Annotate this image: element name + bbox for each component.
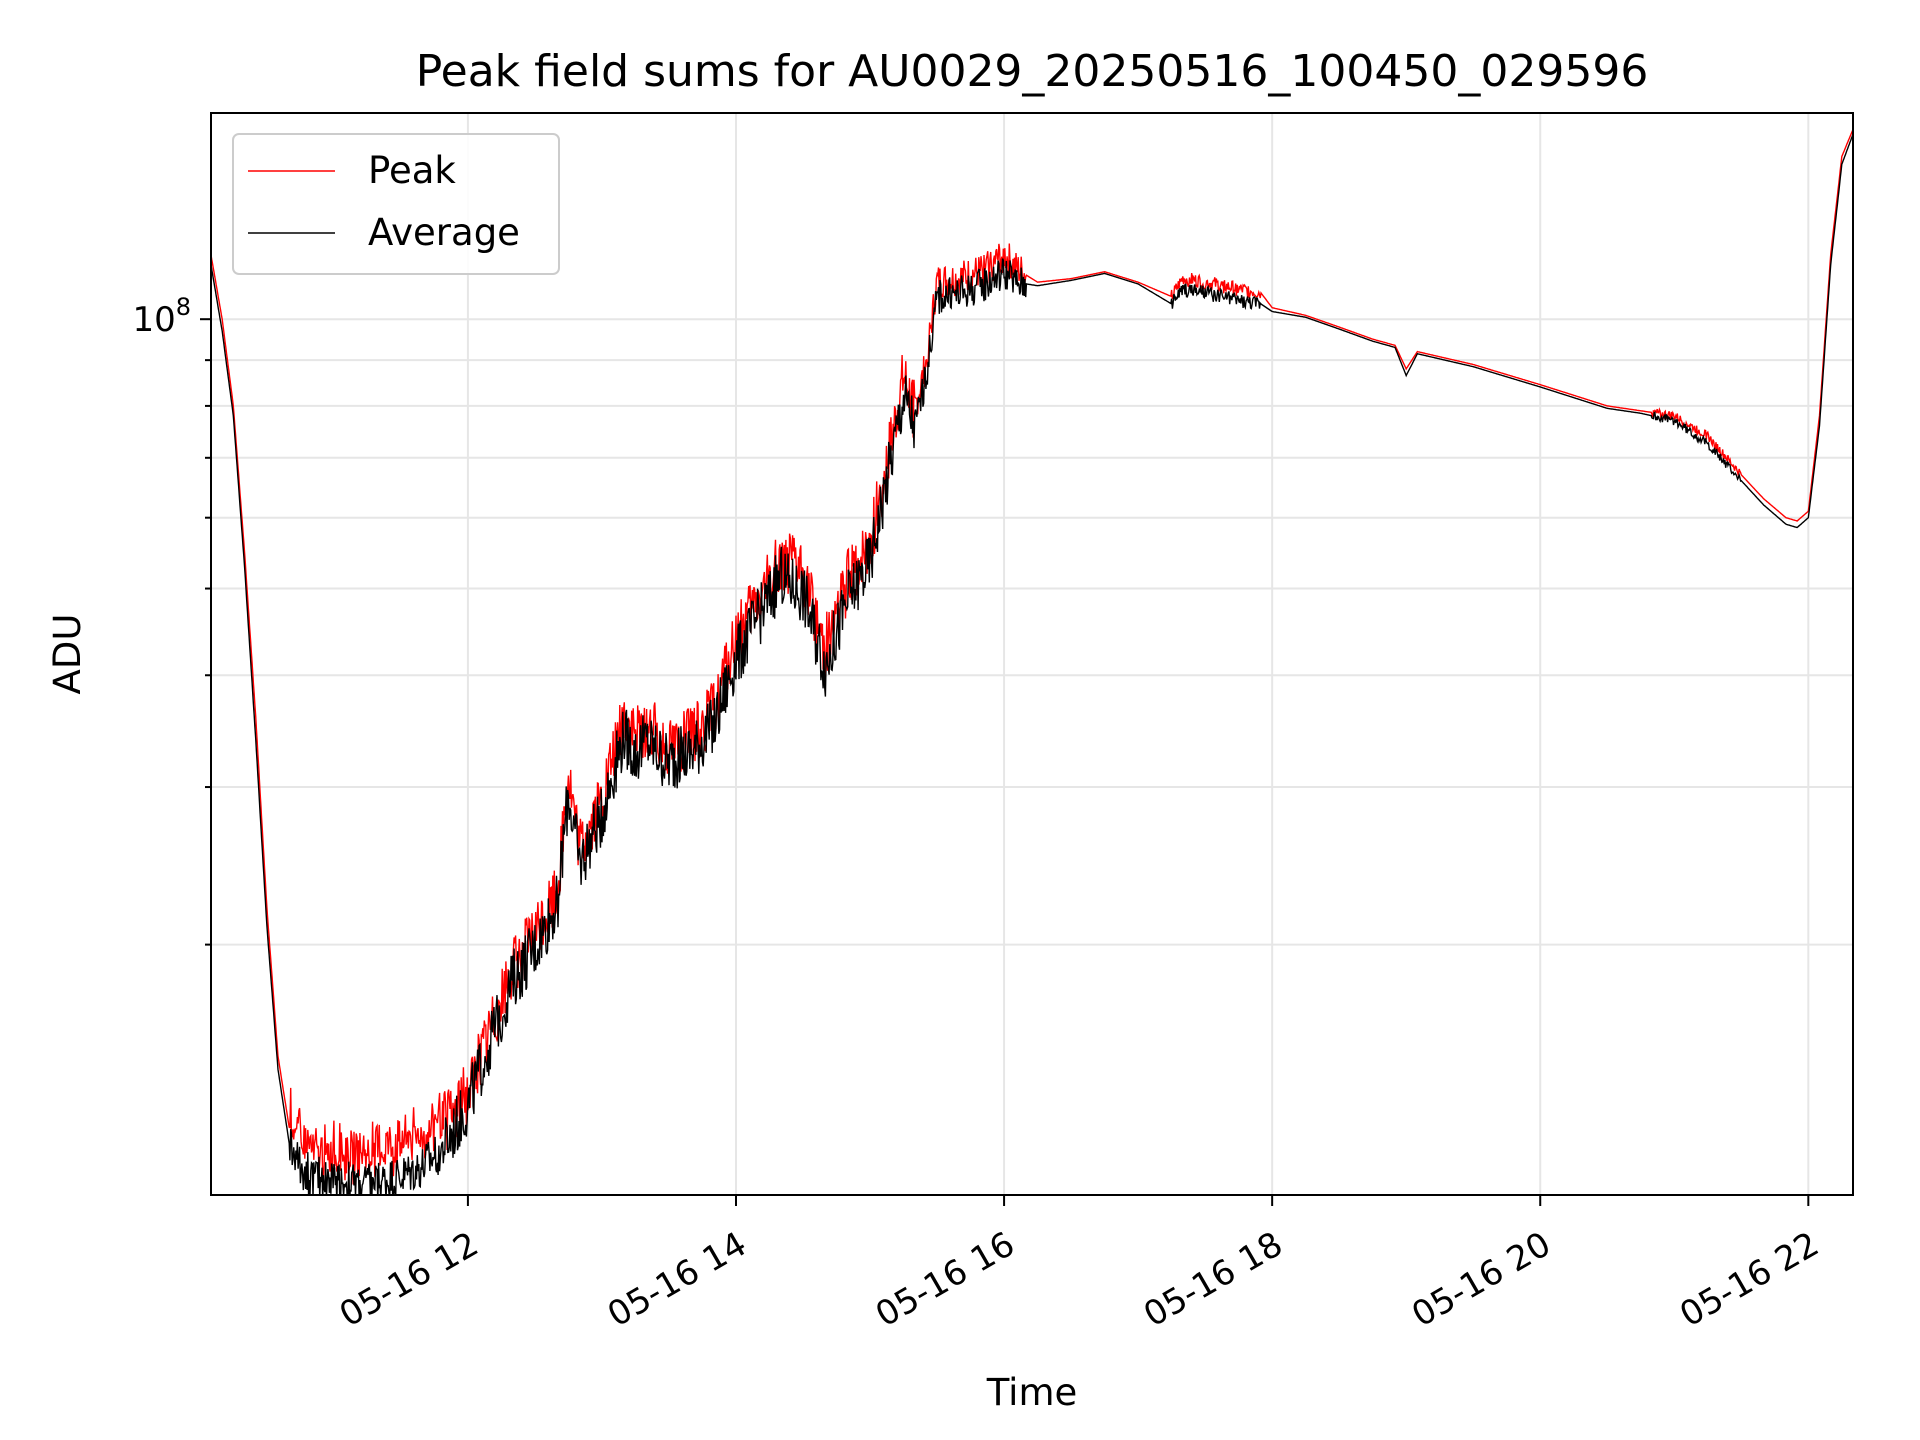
series-line-average bbox=[211, 133, 1853, 1195]
x-axis-label: Time bbox=[986, 1371, 1078, 1414]
plot-frame bbox=[210, 112, 1854, 1196]
y-axis: 108 bbox=[132, 293, 211, 946]
legend-label-peak: Peak bbox=[368, 149, 456, 192]
chart-title: Peak field sums for AU0029_20250516_1004… bbox=[416, 46, 1649, 97]
series-line-peak bbox=[211, 129, 1853, 1185]
plot-area bbox=[211, 129, 1853, 1195]
y-tick-label: 108 bbox=[132, 293, 191, 340]
series-layer bbox=[211, 129, 1853, 1195]
legend-box bbox=[232, 133, 560, 275]
legend: Peak Average bbox=[232, 133, 560, 275]
legend-label-average: Average bbox=[368, 211, 520, 254]
y-axis-label: ADU bbox=[46, 614, 89, 695]
